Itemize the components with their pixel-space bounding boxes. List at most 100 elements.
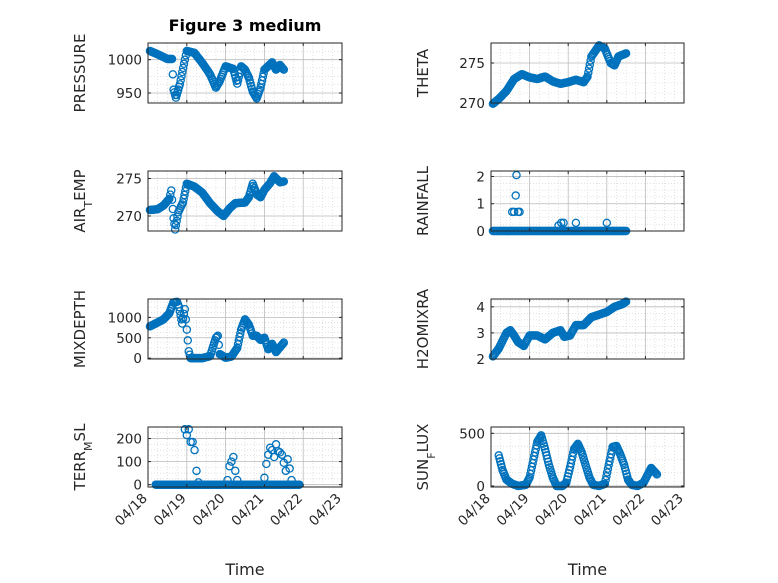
data-points xyxy=(145,171,289,234)
data-point xyxy=(178,67,187,77)
data-point xyxy=(177,71,186,81)
data-point xyxy=(227,457,236,466)
y-tick-label: 275 xyxy=(116,172,142,188)
x-tick-label: 04/19 xyxy=(494,491,533,530)
x-tick-label: 04/20 xyxy=(532,491,571,530)
data-point xyxy=(283,455,292,464)
data-point xyxy=(184,425,193,434)
data-points xyxy=(494,431,662,491)
data-point xyxy=(601,475,610,485)
data-points xyxy=(145,297,289,363)
data-point xyxy=(175,80,185,89)
data-point xyxy=(511,191,520,200)
y-tick-label: 200 xyxy=(116,432,142,448)
data-point xyxy=(583,72,592,81)
subplot-pressure: 950 1000 PRESSURE Figure 3 medium xyxy=(71,16,343,112)
subplot-mixdepth: 0 500 1000 MIXDEPTH xyxy=(71,290,343,368)
data-point xyxy=(229,452,238,462)
y-axis-label-main: TERR xyxy=(71,451,89,492)
data-point xyxy=(167,186,176,195)
data-point xyxy=(214,340,224,350)
data-point xyxy=(278,339,288,348)
data-point xyxy=(279,65,289,74)
data-point xyxy=(180,304,190,314)
axes-box xyxy=(490,426,685,488)
data-point xyxy=(211,333,221,343)
data-point xyxy=(271,440,281,449)
data-point xyxy=(170,225,180,234)
y-tick-label: 270 xyxy=(116,209,142,225)
y-axis-label: MIXDEPTH xyxy=(71,290,89,368)
subplot-rainfall: 0 1 2 RAINFALL xyxy=(414,165,685,240)
data-point xyxy=(602,472,611,481)
axes-box xyxy=(490,42,685,104)
data-point xyxy=(279,177,289,186)
x-tick-label: 04/22 xyxy=(267,491,306,530)
data-points xyxy=(145,46,289,103)
data-point xyxy=(278,64,288,73)
chart-title: Figure 3 medium xyxy=(169,16,322,35)
data-point xyxy=(172,216,181,226)
x-axis-label: Time xyxy=(567,560,607,579)
axes-box xyxy=(147,42,343,104)
y-tick-label: 0 xyxy=(476,479,485,495)
data-point xyxy=(275,448,285,457)
data-point xyxy=(236,329,245,338)
y-tick-label: 2 xyxy=(476,352,485,368)
data-point xyxy=(243,318,252,327)
data-point xyxy=(232,344,241,354)
y-tick-label: 1000 xyxy=(108,310,142,326)
x-tick-label: 04/21 xyxy=(228,491,267,530)
data-point xyxy=(164,195,173,204)
data-point xyxy=(188,437,197,447)
data-point xyxy=(509,207,519,217)
axes-box xyxy=(490,170,685,232)
x-tick-label: 04/20 xyxy=(190,491,229,530)
axes-box xyxy=(147,426,343,488)
data-point xyxy=(190,445,199,455)
y-tick-label: 3 xyxy=(476,326,485,342)
data-point xyxy=(512,170,521,180)
data-point xyxy=(179,59,189,69)
data-point xyxy=(232,475,242,485)
data-point xyxy=(262,459,271,469)
y-axis-label-tail: LUX xyxy=(414,424,432,453)
subplot-airtemp: 270 275 AIRTEMP xyxy=(71,169,343,234)
data-point xyxy=(194,478,203,487)
data-point xyxy=(260,473,269,483)
y-axis-label: RAINFALL xyxy=(414,165,432,236)
subplot-theta: 270 275 THETA xyxy=(414,41,685,112)
data-point xyxy=(279,338,289,347)
x-tick-label: 04/18 xyxy=(455,491,494,530)
data-point xyxy=(182,430,192,440)
data-point xyxy=(287,475,296,485)
data-point xyxy=(559,218,568,228)
data-point xyxy=(176,75,185,85)
data-point xyxy=(174,302,184,312)
data-point xyxy=(181,315,191,324)
y-axis-label: SUNFLUX xyxy=(414,424,438,491)
y-tick-label: 0 xyxy=(133,351,142,367)
x-tick-label: 04/18 xyxy=(112,491,151,530)
data-point xyxy=(243,195,252,204)
data-point xyxy=(277,63,287,73)
data-point xyxy=(182,325,192,334)
data-points xyxy=(488,41,631,109)
y-axis-label-tail: EMP xyxy=(71,169,89,200)
y-tick-label: 0 xyxy=(133,478,142,494)
data-point xyxy=(269,452,279,462)
y-axis-label: TERRMSL xyxy=(71,423,95,492)
data-point xyxy=(602,468,612,477)
subplot-h2omixra: 2 3 4 H2OMIXRA xyxy=(414,288,685,369)
data-point xyxy=(585,60,595,69)
data-point xyxy=(651,469,661,478)
y-axis-label-main: SUN xyxy=(414,459,432,491)
y-axis-label: THETA xyxy=(414,48,432,98)
data-point xyxy=(192,466,201,476)
y-tick-label: 500 xyxy=(459,426,485,442)
axes-box xyxy=(490,298,685,360)
data-point xyxy=(166,190,175,199)
x-tick-label: 04/23 xyxy=(306,491,345,530)
data-point xyxy=(171,220,181,230)
